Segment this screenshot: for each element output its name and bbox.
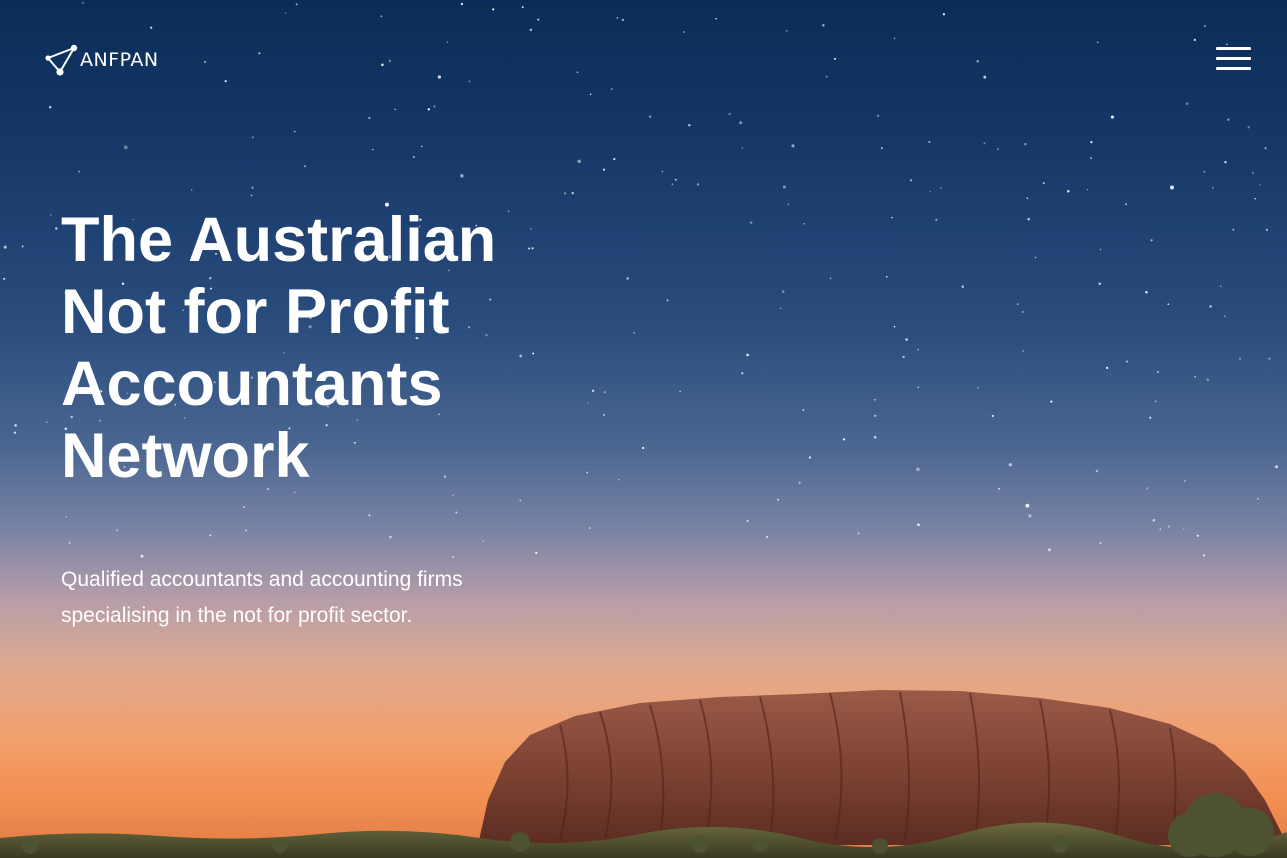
logo-link[interactable]: ANFPAN (44, 44, 159, 76)
network-nodes-icon (45, 44, 78, 76)
hamburger-menu-icon[interactable] (1212, 44, 1252, 74)
logo-text: ANFPAN (80, 49, 159, 71)
hero-subheading: Qualified accountants and accounting fir… (61, 568, 463, 627)
hero-headline: The Australian Not for Profit Accountant… (61, 205, 497, 491)
